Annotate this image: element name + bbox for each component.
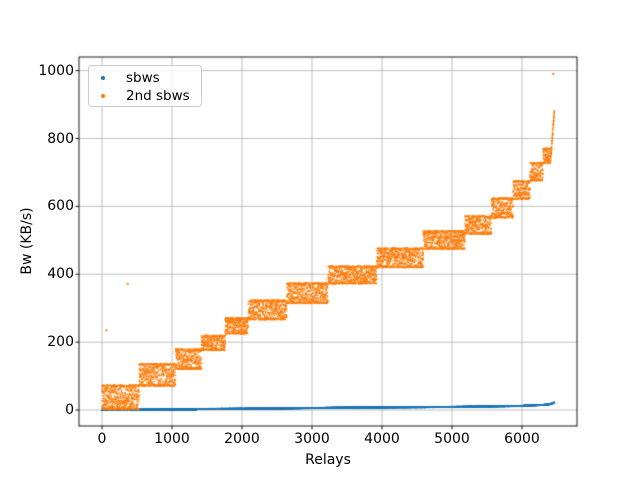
x-tick-label-0: 0 (97, 431, 107, 447)
y-tick-label-1000: 1000 (38, 63, 74, 79)
y-tick-label-600: 600 (47, 198, 74, 214)
legend-label-2nd-sbws: 2nd sbws (126, 88, 190, 104)
x-tick-label-5000: 5000 (434, 431, 470, 447)
x-tick-label-6000: 6000 (504, 431, 540, 447)
legend: sbws 2nd sbws (88, 65, 202, 107)
legend-item-2nd-sbws: 2nd sbws (89, 87, 201, 105)
legend-item-sbws: sbws (89, 69, 201, 87)
x-axis-label: Relays (305, 452, 351, 468)
y-tick-label-800: 800 (47, 131, 74, 147)
x-tick-label-1000: 1000 (154, 431, 190, 447)
y-axis-label: Bw (KB/s) (19, 207, 35, 275)
x-tick-label-3000: 3000 (294, 431, 330, 447)
legend-marker-2nd-sbws-icon (101, 94, 105, 98)
y-tick-label-0: 0 (65, 402, 74, 418)
y-tick-label-200: 200 (47, 334, 74, 350)
legend-label-sbws: sbws (126, 70, 160, 86)
x-tick-label-4000: 4000 (364, 431, 400, 447)
x-tick-label-2000: 2000 (224, 431, 260, 447)
y-tick-label-400: 400 (47, 266, 74, 282)
legend-marker-sbws-icon (101, 76, 105, 80)
